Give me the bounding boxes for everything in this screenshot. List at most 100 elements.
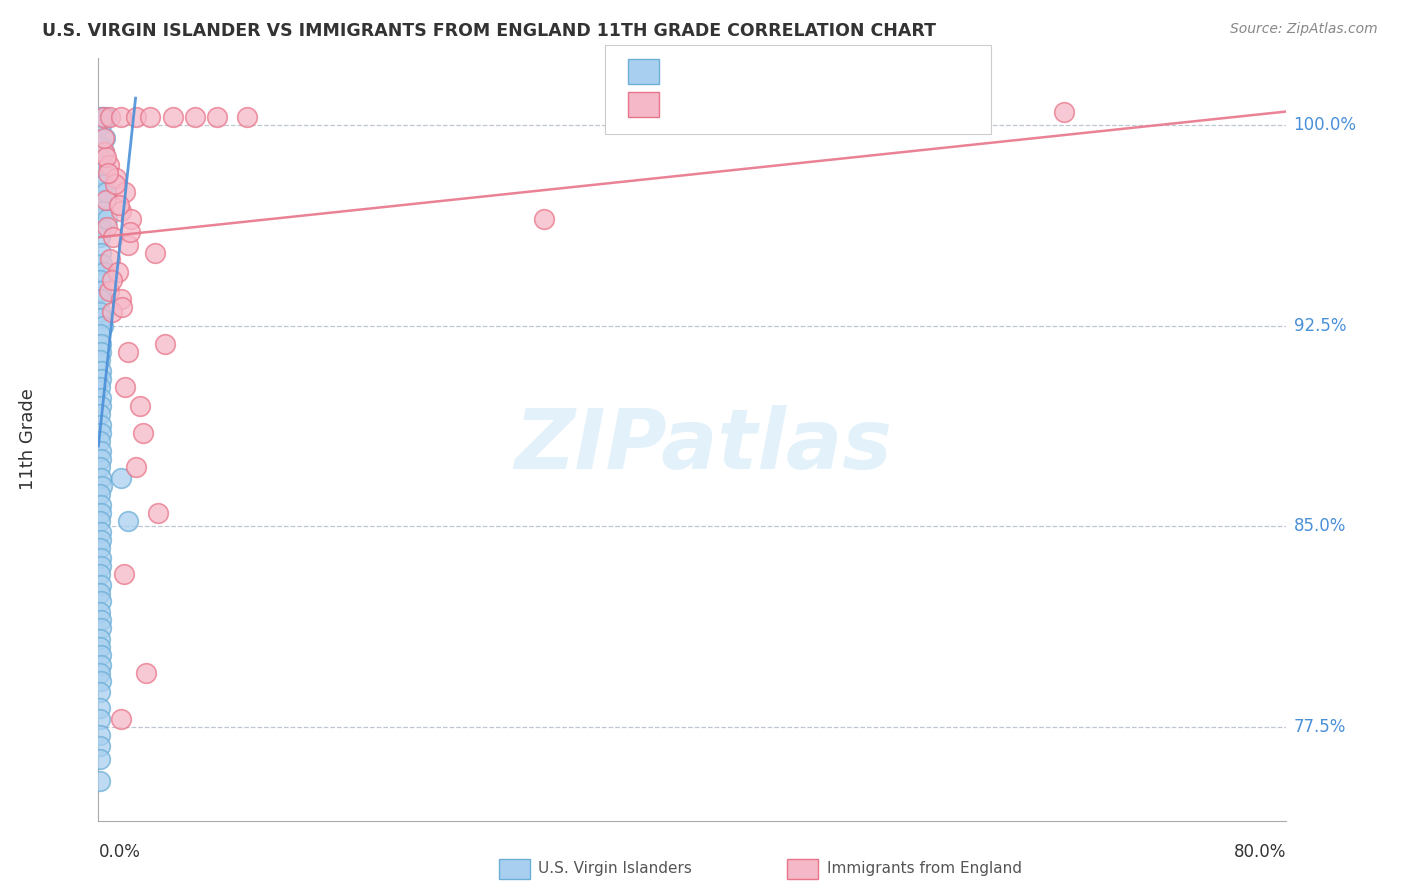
Point [98, 110, 121, 124]
Point [90, 621, 112, 635]
Point [90, 110, 112, 124]
Point [90, 372, 112, 386]
Point [184, 110, 207, 124]
Point [104, 177, 127, 191]
Point [90, 648, 112, 662]
Point [90, 193, 112, 207]
Point [89, 605, 111, 619]
Point [89, 273, 111, 287]
Point [90, 417, 112, 432]
Text: U.S. Virgin Islanders: U.S. Virgin Islanders [538, 862, 692, 876]
Point [90, 506, 112, 520]
Point [110, 712, 132, 726]
Point [94, 150, 117, 164]
Point [111, 300, 134, 314]
Point [90, 658, 112, 673]
Point [89, 541, 111, 555]
Point [91, 203, 114, 218]
Point [91, 158, 114, 172]
Point [89, 434, 111, 448]
Point [1053, 104, 1076, 119]
Point [90, 533, 112, 547]
Point [90, 246, 112, 260]
Text: 80.0%: 80.0% [1234, 843, 1286, 861]
Point [114, 380, 136, 394]
Point [117, 514, 139, 528]
Point [89, 701, 111, 715]
Point [98, 252, 121, 266]
Text: 100.0%: 100.0% [1294, 116, 1357, 134]
Point [129, 399, 152, 413]
Point [89, 353, 111, 368]
Point [93, 145, 115, 159]
Text: R =  0.093   N = 46: R = 0.093 N = 46 [673, 95, 844, 113]
Point [90, 337, 112, 351]
Point [124, 110, 146, 124]
Point [91, 257, 114, 271]
Point [110, 110, 132, 124]
Point [89, 407, 111, 421]
Point [90, 118, 112, 132]
Point [96, 211, 118, 226]
Point [236, 110, 259, 124]
Point [89, 632, 111, 646]
Point [90, 613, 112, 627]
Point [90, 139, 112, 153]
Text: 85.0%: 85.0% [1294, 517, 1346, 535]
Point [93, 265, 115, 279]
Point [90, 498, 112, 512]
Point [90, 364, 112, 378]
Point [108, 198, 131, 212]
Text: R =  0.182   N = 74: R = 0.182 N = 74 [673, 62, 844, 80]
Point [94, 193, 117, 207]
Point [93, 131, 115, 145]
Point [105, 171, 128, 186]
Point [118, 225, 141, 239]
Point [89, 773, 111, 788]
Point [90, 284, 112, 298]
Point [89, 380, 111, 394]
Point [110, 292, 132, 306]
Point [89, 739, 111, 753]
Point [96, 219, 118, 234]
Text: ZIPatlas: ZIPatlas [515, 406, 891, 486]
Text: Immigrants from England: Immigrants from England [827, 862, 1022, 876]
Point [90, 524, 112, 539]
Point [90, 471, 112, 485]
Point [90, 674, 112, 689]
Text: 0.0%: 0.0% [98, 843, 141, 861]
Point [90, 292, 112, 306]
Point [89, 305, 111, 319]
Point [97, 166, 120, 180]
Point [90, 219, 112, 234]
Point [90, 578, 112, 592]
Text: 92.5%: 92.5% [1294, 317, 1346, 334]
Point [90, 310, 112, 325]
Point [90, 551, 112, 566]
Point [97, 158, 120, 172]
Point [94, 110, 117, 124]
Point [103, 230, 125, 244]
Point [90, 391, 112, 405]
Point [90, 444, 112, 458]
Point [110, 203, 132, 218]
Point [143, 246, 166, 260]
Point [207, 110, 229, 124]
Point [89, 685, 111, 699]
Point [112, 567, 135, 582]
Point [94, 185, 117, 199]
Point [90, 345, 112, 359]
Point [89, 514, 111, 528]
Point [89, 728, 111, 742]
Text: Source: ZipAtlas.com: Source: ZipAtlas.com [1230, 22, 1378, 37]
Point [91, 479, 114, 493]
Point [90, 399, 112, 413]
Point [89, 586, 111, 600]
Point [89, 712, 111, 726]
Point [89, 752, 111, 766]
Point [97, 284, 120, 298]
Point [117, 345, 139, 359]
Point [114, 185, 136, 199]
Point [91, 110, 114, 124]
Point [94, 131, 117, 145]
